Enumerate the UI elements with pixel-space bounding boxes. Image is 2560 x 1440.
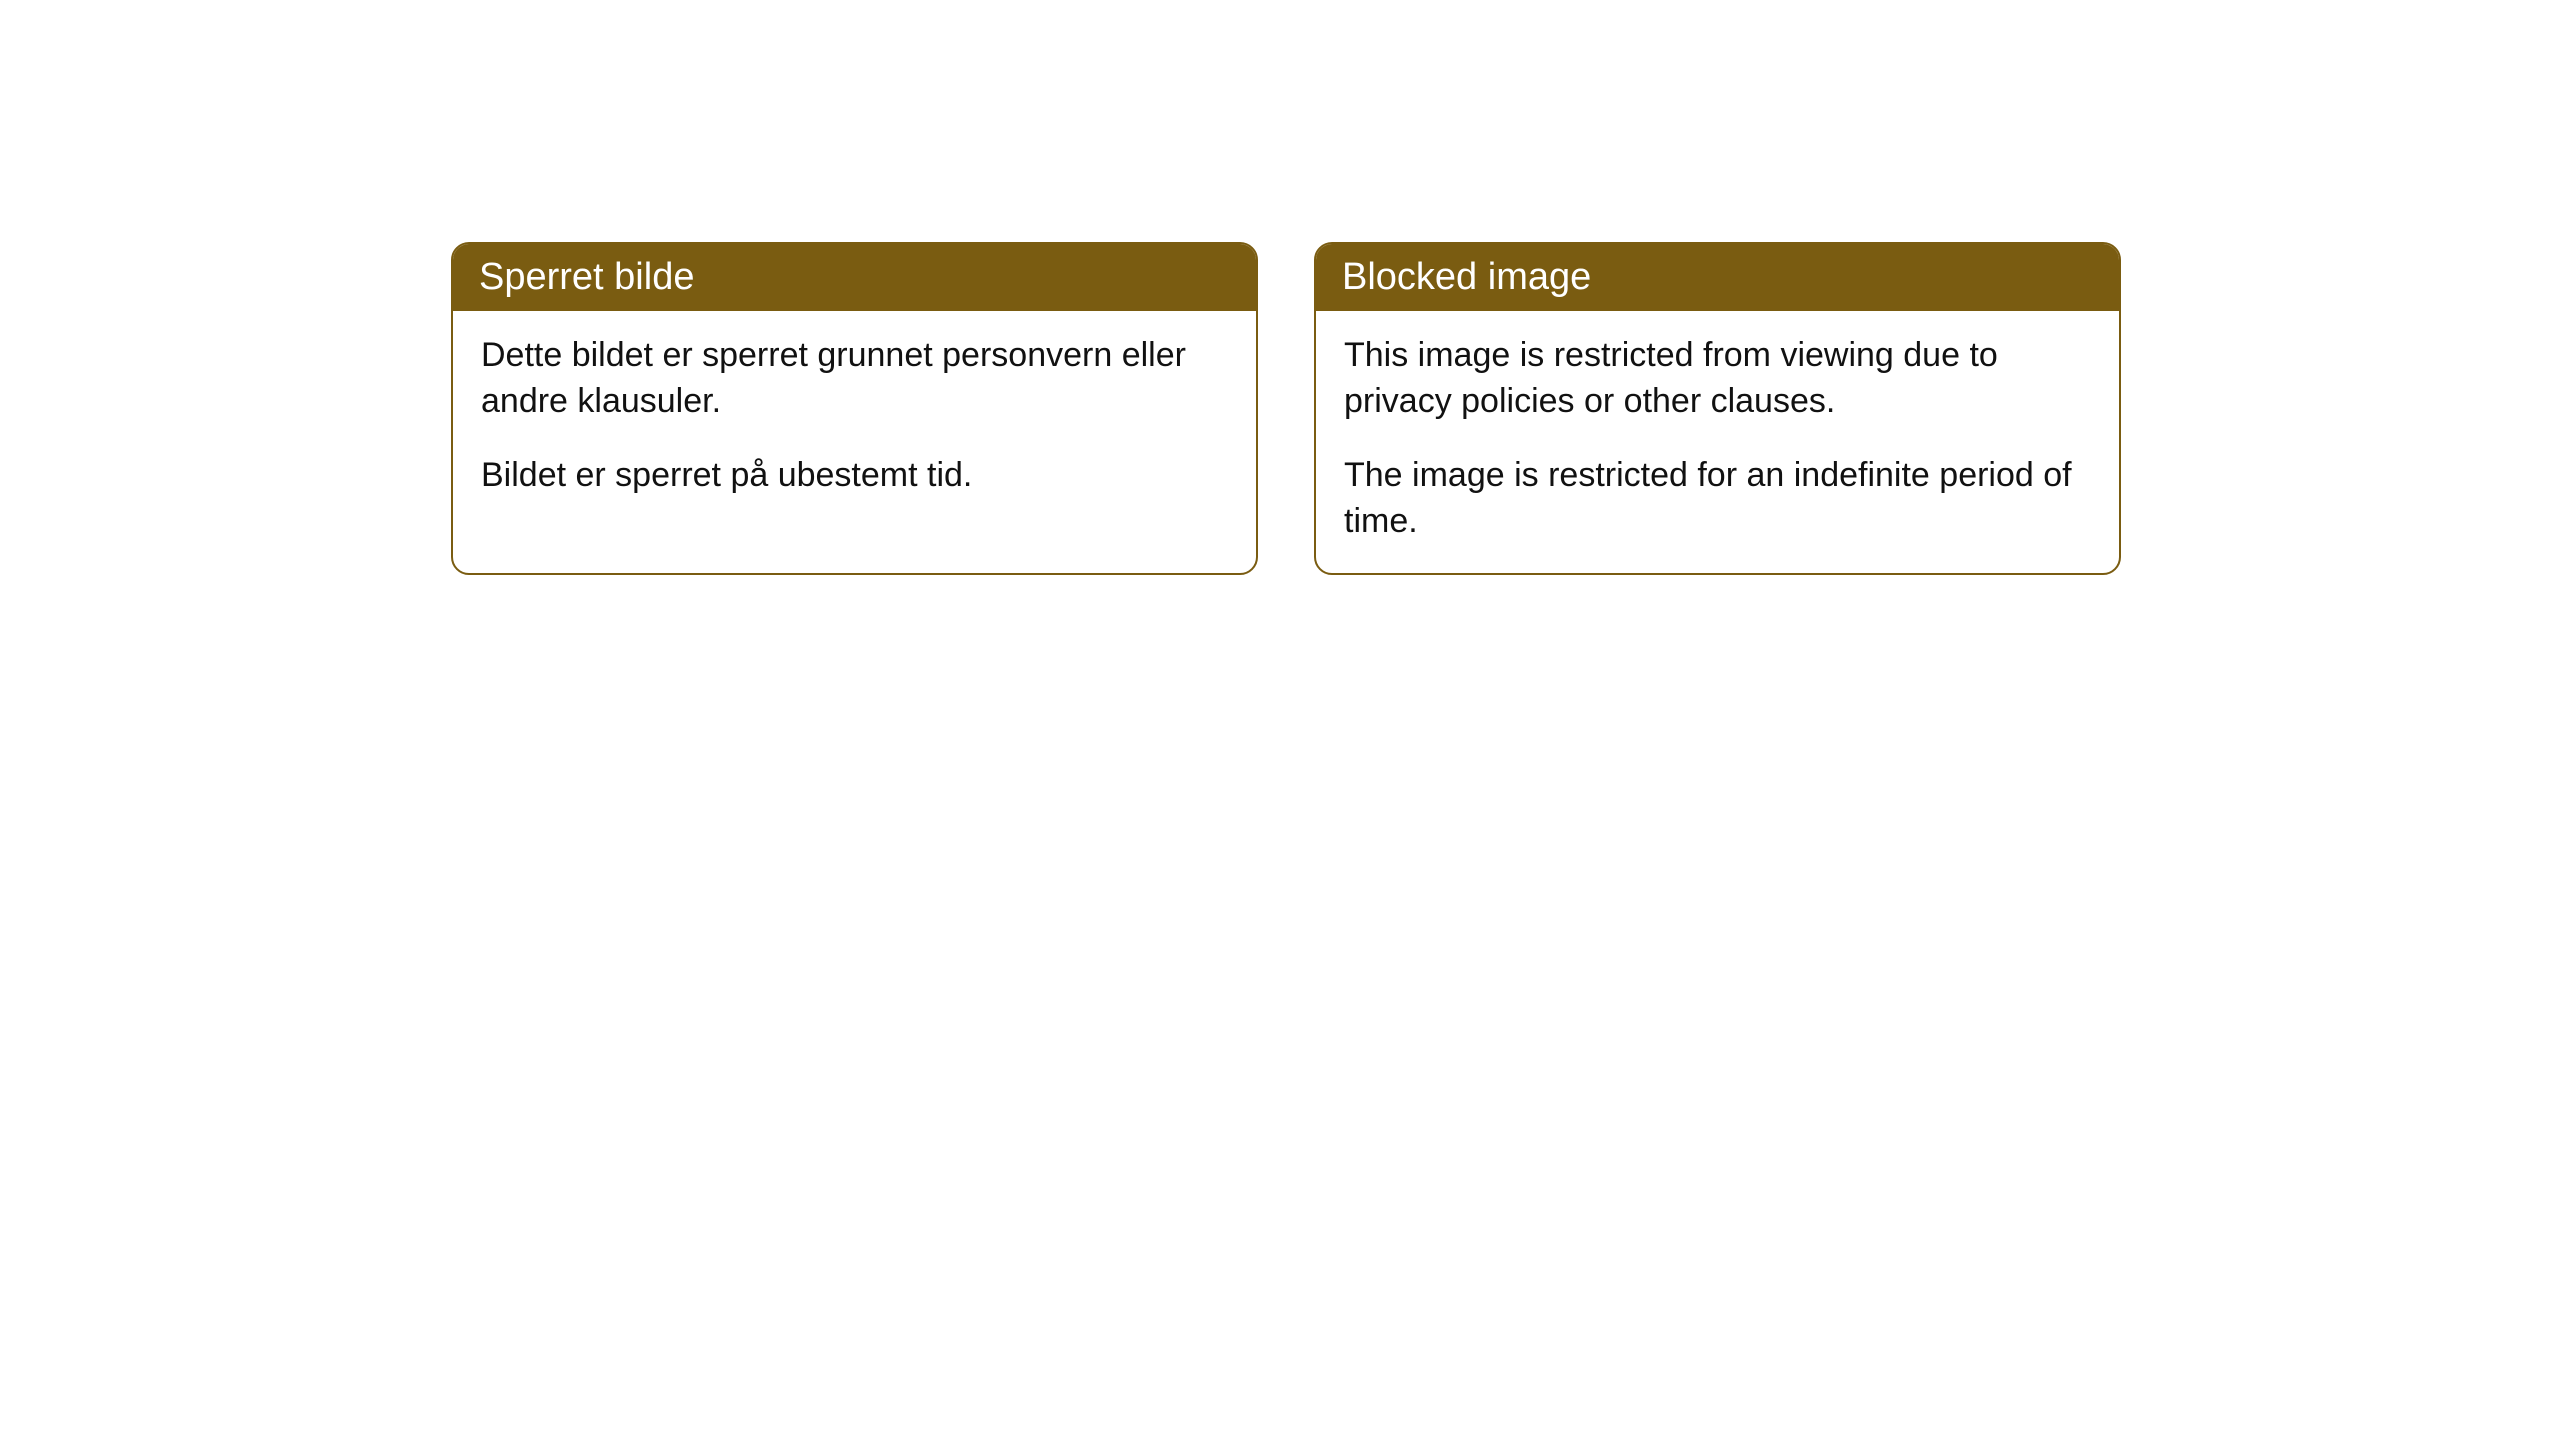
card-header-no: Sperret bilde bbox=[453, 244, 1256, 311]
card-text-en-1: This image is restricted from viewing du… bbox=[1344, 333, 2091, 425]
card-body-no: Dette bildet er sperret grunnet personve… bbox=[453, 311, 1256, 543]
card-text-no-1: Dette bildet er sperret grunnet personve… bbox=[481, 333, 1228, 425]
card-title-en: Blocked image bbox=[1342, 256, 1591, 298]
blocked-image-card-no: Sperret bilde Dette bildet er sperret gr… bbox=[451, 242, 1258, 575]
blocked-image-card-en: Blocked image This image is restricted f… bbox=[1314, 242, 2121, 575]
notice-cards-container: Sperret bilde Dette bildet er sperret gr… bbox=[451, 242, 2121, 575]
card-body-en: This image is restricted from viewing du… bbox=[1316, 311, 2119, 573]
card-text-no-2: Bildet er sperret på ubestemt tid. bbox=[481, 453, 1228, 499]
card-text-en-2: The image is restricted for an indefinit… bbox=[1344, 453, 2091, 545]
card-header-en: Blocked image bbox=[1316, 244, 2119, 311]
card-title-no: Sperret bilde bbox=[479, 256, 694, 298]
